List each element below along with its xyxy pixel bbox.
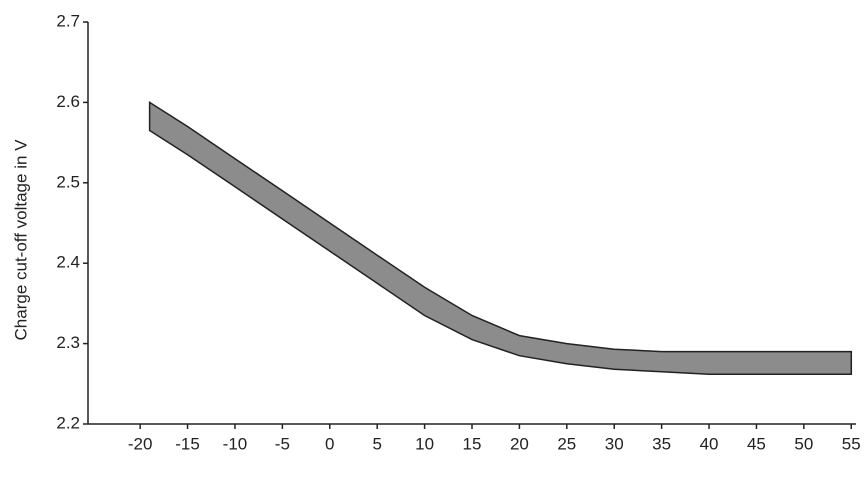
page: {"chart_data": {"type": "range", "y_labe… — [0, 0, 868, 487]
x-tick-label: -10 — [223, 434, 248, 453]
x-tick-label: 35 — [652, 434, 671, 453]
y-tick-label: 2.4 — [56, 253, 80, 272]
x-tick-label: 30 — [605, 434, 624, 453]
y-tick-label: 2.6 — [56, 92, 80, 111]
x-tick-label: 5 — [372, 434, 381, 453]
y-axis-label: Charge cut-off voltage in V — [11, 139, 30, 341]
chart: Charge cut-off voltage in V 2.2 2.3 2.4 2.5… — [0, 0, 868, 487]
x-tick-label: -5 — [275, 434, 290, 453]
x-tick-label: 10 — [415, 434, 434, 453]
x-tick-label: 0 — [325, 434, 334, 453]
x-tick-label: 50 — [794, 434, 813, 453]
y-tick-label: 2.2 — [56, 413, 80, 432]
range-band — [150, 102, 852, 374]
x-tick-label: -20 — [128, 434, 153, 453]
x-tick-label: 55 — [842, 434, 861, 453]
y-tick-label: 2.5 — [56, 172, 80, 191]
x-tick-label: 25 — [557, 434, 576, 453]
x-tick-label: 20 — [510, 434, 529, 453]
x-tick-label: 45 — [747, 434, 766, 453]
y-tick-label: 2.7 — [56, 11, 80, 30]
x-tick-label: 15 — [463, 434, 482, 453]
x-tick-label: -15 — [175, 434, 200, 453]
x-tick-label: 40 — [700, 434, 719, 453]
y-tick-label: 2.3 — [56, 333, 80, 352]
